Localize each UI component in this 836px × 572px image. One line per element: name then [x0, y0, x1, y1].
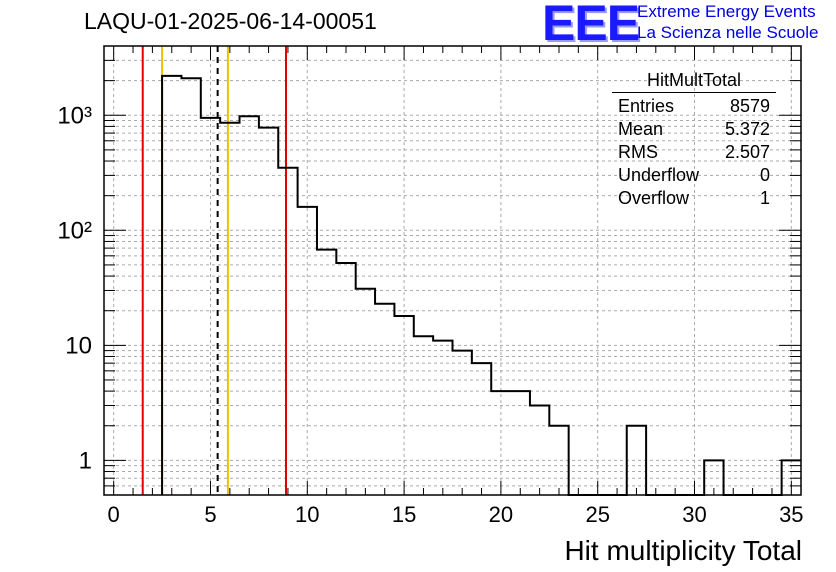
y-tick-label: 1 — [79, 447, 92, 474]
axis-ticks — [104, 45, 801, 496]
histogram-bin — [356, 289, 375, 495]
stats-box: HitMultTotal Entries 8579 Mean 5.372 RMS… — [612, 70, 776, 210]
histogram-bin — [530, 405, 549, 495]
stats-row-overflow: Overflow 1 — [612, 187, 776, 210]
histogram-bin — [433, 341, 452, 495]
histogram-bin — [278, 168, 297, 495]
y-tick-label: 10³ — [57, 102, 92, 129]
stats-label: Mean — [618, 119, 664, 139]
histogram-bin — [201, 118, 220, 495]
logo-line-2: La Scienza nelle Scuole — [637, 23, 819, 42]
stats-row-rms: RMS 2.507 — [612, 141, 776, 164]
histogram-bin — [549, 426, 568, 495]
stats-value: 8579 — [729, 96, 770, 116]
histogram-bin — [162, 76, 181, 495]
x-tick-label: 20 — [489, 502, 513, 527]
stats-value: 2.507 — [724, 142, 770, 162]
y-tick-label: 10² — [57, 217, 92, 244]
histogram-bin — [240, 116, 259, 495]
histogram-bin — [259, 128, 278, 495]
stats-label: Entries — [618, 96, 675, 116]
x-tick-label: 30 — [682, 502, 706, 527]
y-tick-label: 10 — [65, 332, 92, 359]
x-tick-label: 0 — [108, 502, 120, 527]
stats-row-entries: Entries 8579 — [612, 95, 776, 118]
stats-label: RMS — [618, 142, 658, 162]
chart-title: LAQU-01-2025-06-14-00051 — [84, 8, 377, 34]
histogram-bin — [317, 250, 336, 495]
histogram-bin — [627, 426, 646, 495]
histogram-bin — [491, 391, 510, 495]
stats-row-underflow: Underflow 0 — [612, 164, 776, 187]
x-tick-label: 10 — [295, 502, 319, 527]
histogram-bin — [414, 336, 433, 495]
stats-label: Overflow — [618, 188, 690, 208]
x-tick-label: 25 — [585, 502, 609, 527]
histogram-bin — [511, 391, 530, 495]
histogram-bin — [336, 263, 355, 495]
plot-frame — [103, 45, 802, 496]
histogram-bin — [298, 207, 317, 495]
stats-value: 1 — [759, 188, 770, 208]
logo-line-1: Extreme Energy Events — [637, 2, 816, 21]
eee-logo: EEE — [542, 0, 640, 51]
x-tick-label: 15 — [392, 502, 416, 527]
stats-label: Underflow — [618, 165, 700, 185]
stats-title: HitMultTotal — [612, 70, 776, 93]
histogram-bin — [375, 304, 394, 495]
histogram-bin — [472, 363, 491, 495]
stats-value: 0 — [759, 165, 770, 185]
stats-row-mean: Mean 5.372 — [612, 118, 776, 141]
histogram-bin — [394, 316, 413, 495]
stats-value: 5.372 — [724, 119, 770, 139]
x-axis-label: Hit multiplicity Total — [564, 535, 802, 566]
histogram-bin — [220, 123, 239, 495]
x-tick-label: 5 — [204, 502, 216, 527]
histogram-bin — [453, 351, 472, 495]
x-tick-label: 35 — [779, 502, 803, 527]
histogram-bin — [181, 78, 200, 495]
